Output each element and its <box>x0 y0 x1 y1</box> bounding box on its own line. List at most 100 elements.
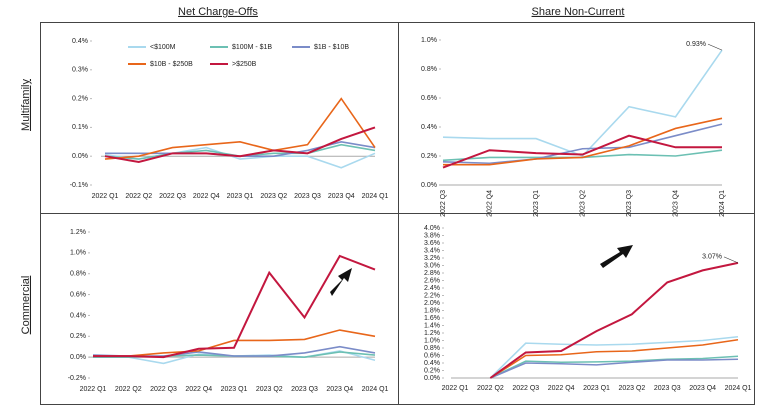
y-tick-label: 1.2% <box>424 330 440 337</box>
y-tick-label: 3.4% <box>424 247 440 254</box>
y-tick-label: 1.6% <box>424 315 440 322</box>
x-tick-label: 2023 Q3 <box>291 386 318 393</box>
series-line <box>442 134 722 169</box>
x-tick-label: 2023 Q4 <box>689 385 716 392</box>
x-tick-label: 2022 Q2 <box>115 386 142 393</box>
y-tick-label: 0.3% <box>72 67 88 74</box>
y-tick-label: 1.0% <box>424 337 440 344</box>
y-tick-label: 0.0% <box>72 153 88 160</box>
y-tick-label: 0.0% <box>70 354 86 361</box>
x-tick-label: 2023 Q1 <box>227 193 254 200</box>
y-tick-label: 1.0% <box>70 250 86 257</box>
x-tick-label: 2022 Q1 <box>442 385 469 392</box>
y-tick-label: 0.4% <box>421 124 437 131</box>
x-tick-label: 2022 Q3 <box>440 190 447 217</box>
legend-label: $1B - $10B <box>314 44 349 51</box>
series-line <box>442 123 723 165</box>
y-tick-label: 1.2% <box>70 229 86 236</box>
x-tick-label: 2022 Q3 <box>150 386 177 393</box>
x-tick-label: 2023 Q3 <box>626 190 633 217</box>
y-tick-label: 4.0% <box>424 225 440 232</box>
annotation: 0.93% <box>686 41 706 48</box>
x-tick-label: 2024 Q1 <box>362 386 389 393</box>
x-tick-label: 2022 Q4 <box>486 190 493 217</box>
series-line <box>93 254 376 359</box>
y-tick-label: 3.0% <box>424 262 440 269</box>
x-tick-label: 2023 Q2 <box>260 193 287 200</box>
y-tick-label: 0.2% <box>72 95 88 102</box>
y-tick-label: 0.2% <box>70 333 86 340</box>
x-tick-label: 2023 Q3 <box>654 385 681 392</box>
y-tick-label: 0.2% <box>424 367 440 374</box>
x-tick-label: 2022 Q1 <box>80 386 107 393</box>
series-line <box>489 335 739 379</box>
y-tick-label: 0.8% <box>424 345 440 352</box>
annotation-leader <box>723 256 739 264</box>
column-header: Share Non-Current <box>532 6 625 18</box>
x-tick-label: 2023 Q3 <box>294 193 321 200</box>
row-label: Multifamily <box>20 79 32 131</box>
x-tick-label: 2023 Q4 <box>328 193 355 200</box>
y-tick-label: 3.8% <box>424 232 440 239</box>
x-tick-label: 2024 Q1 <box>362 193 389 200</box>
y-tick-label: 2.0% <box>424 300 440 307</box>
x-tick-label: 2023 Q2 <box>256 386 283 393</box>
y-tick-label: 3.2% <box>424 255 440 262</box>
y-tick-label: 0.4% <box>70 312 86 319</box>
y-tick-label: 0.0% <box>421 182 437 189</box>
series-line <box>489 338 739 379</box>
y-tick-label: -0.2% <box>68 375 86 382</box>
y-tick-label: 3.6% <box>424 240 440 247</box>
arrow-icon <box>600 245 633 268</box>
y-tick-label: 0.8% <box>70 271 86 278</box>
x-tick-label: 2023 Q1 <box>533 190 540 217</box>
x-tick-label: 2023 Q1 <box>583 385 610 392</box>
arrow-icon <box>330 268 352 296</box>
column-header: Net Charge-Offs <box>178 6 258 18</box>
y-tick-label: 1.8% <box>424 307 440 314</box>
x-tick-label: 2022 Q1 <box>92 193 119 200</box>
x-tick-label: 2022 Q4 <box>193 193 220 200</box>
y-tick-label: 0.2% <box>421 153 437 160</box>
y-tick-label: 2.2% <box>424 292 440 299</box>
y-tick-label: 2.6% <box>424 277 440 284</box>
series-line <box>443 117 723 166</box>
series-line <box>104 97 376 160</box>
row-label: Commercial <box>20 276 32 335</box>
x-tick-label: 2023 Q1 <box>221 386 248 393</box>
x-tick-label: 2023 Q2 <box>579 190 586 217</box>
y-tick-label: 0.0% <box>424 375 440 382</box>
y-tick-label: 0.6% <box>70 291 86 298</box>
legend-label: $10B - $250B <box>150 61 193 68</box>
y-tick-label: 0.8% <box>421 66 437 73</box>
annotation: 3.07% <box>702 254 722 261</box>
legend-label: $100M - $1B <box>232 44 272 51</box>
x-tick-label: 2022 Q2 <box>125 193 152 200</box>
x-tick-label: 2023 Q4 <box>326 386 353 393</box>
x-tick-label: 2024 Q1 <box>725 385 752 392</box>
y-tick-label: 2.4% <box>424 285 440 292</box>
y-tick-label: 2.8% <box>424 270 440 277</box>
annotation-leader <box>707 43 723 51</box>
x-tick-label: 2023 Q4 <box>672 190 679 217</box>
y-tick-label: 1.0% <box>421 37 437 44</box>
x-tick-label: 2022 Q3 <box>512 385 539 392</box>
legend-label: <$100M <box>150 44 176 51</box>
y-tick-label: 0.6% <box>421 95 437 102</box>
y-tick-label: 0.4% <box>424 360 440 367</box>
x-tick-label: 2022 Q3 <box>159 193 186 200</box>
x-tick-label: 2023 Q2 <box>618 385 645 392</box>
series-line <box>490 358 739 379</box>
x-tick-label: 2022 Q2 <box>477 385 504 392</box>
series-line <box>490 355 739 379</box>
legend-label: >$250B <box>232 61 257 68</box>
x-tick-label: 2022 Q4 <box>548 385 575 392</box>
series-line <box>489 261 739 379</box>
y-tick-label: 0.1% <box>72 124 88 131</box>
y-tick-label: 0.4% <box>72 38 88 45</box>
y-tick-label: -0.1% <box>70 182 88 189</box>
x-tick-label: 2024 Q1 <box>719 190 726 217</box>
series-line <box>93 329 376 357</box>
y-tick-label: 1.4% <box>424 322 440 329</box>
